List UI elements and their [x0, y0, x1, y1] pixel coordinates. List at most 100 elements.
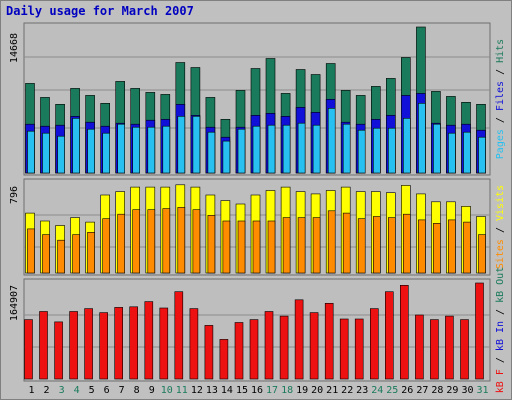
bar-sites	[177, 207, 186, 274]
bar-sites	[433, 223, 441, 274]
legend-visitors: Sites / Visits	[495, 185, 506, 269]
bar-pages	[387, 127, 396, 174]
bar-sites	[72, 234, 80, 274]
bar-pages	[342, 123, 351, 174]
bar-sites	[117, 213, 125, 274]
bar-pages	[433, 123, 441, 174]
day-label: 21	[326, 385, 338, 396]
bar-kb-f	[129, 306, 138, 380]
day-label: 2	[43, 385, 49, 396]
bar-pages	[147, 126, 156, 174]
bar-sites	[207, 215, 216, 274]
legend-entry: kB F	[495, 369, 506, 393]
legend-entry: Pages	[495, 129, 506, 159]
day-label: 19	[296, 385, 308, 396]
bar-kb-f	[99, 312, 108, 380]
bar-kb-f	[234, 322, 244, 380]
bar-sites	[132, 209, 140, 274]
bar-sites	[312, 217, 321, 274]
day-label: 16	[251, 385, 263, 396]
bar-sites	[87, 232, 95, 274]
bar-sites	[297, 217, 306, 274]
day-label: 27	[416, 385, 428, 396]
bar-kb-f	[69, 311, 78, 380]
legend-entry: kB Out	[495, 267, 506, 303]
bar-kb-f	[460, 319, 469, 380]
bar-kb-f	[249, 319, 259, 380]
bar-kb-f	[384, 291, 394, 380]
day-label: 11	[176, 385, 188, 396]
bar-kb-f	[279, 315, 289, 380]
day-label: 24	[371, 385, 383, 396]
y-max-label: 796	[9, 186, 20, 204]
bar-sites	[327, 210, 336, 274]
day-label: 23	[356, 385, 368, 396]
legend-requests: Pages / Files / Hits	[495, 39, 506, 159]
day-label: 10	[161, 385, 173, 396]
bar-pages	[418, 103, 426, 174]
bar-kb-f	[324, 302, 334, 380]
day-label: 5	[89, 385, 95, 396]
bar-pages	[177, 116, 186, 174]
bar-sites	[57, 239, 65, 274]
legend-entry: Sites	[495, 239, 506, 269]
bar-pages	[478, 136, 486, 174]
bar-kb-f	[189, 308, 199, 380]
day-label: 17	[266, 385, 278, 396]
bar-pages	[42, 132, 50, 174]
bar-kb-f	[445, 315, 454, 380]
legend-entry: /	[495, 351, 506, 369]
bar-sites	[162, 208, 171, 274]
bar-pages	[192, 116, 201, 174]
bar-kb-f	[204, 325, 214, 380]
bar-pages	[448, 132, 456, 174]
bar-kb-f	[174, 291, 184, 380]
bar-sites	[357, 218, 366, 274]
bar-sites	[478, 234, 486, 274]
bar-sites	[192, 209, 201, 274]
bar-pages	[312, 124, 321, 174]
bar-pages	[87, 128, 95, 174]
bar-sites	[463, 221, 471, 274]
bar-kb-f	[219, 339, 229, 380]
bar-pages	[327, 108, 336, 174]
bar-kb-f	[430, 319, 439, 380]
bar-kb-f	[84, 308, 93, 380]
bar-kb-f	[369, 308, 379, 380]
bar-pages	[117, 123, 125, 174]
bar-kb-f	[144, 301, 154, 380]
bar-kb-f	[24, 319, 33, 380]
day-label: 29	[446, 385, 458, 396]
bar-sites	[102, 218, 110, 274]
bar-sites	[387, 217, 396, 274]
bar-sites	[402, 213, 411, 274]
day-label: 20	[311, 385, 323, 396]
bar-pages	[162, 125, 171, 174]
bar-sites	[222, 220, 231, 274]
bar-sites	[342, 212, 351, 274]
legend-entry: Hits	[495, 39, 506, 63]
legend-entry: Files	[495, 81, 506, 111]
bar-pages	[222, 140, 231, 174]
bar-pages	[252, 125, 261, 174]
chart-title: Daily usage for March 2007	[6, 4, 194, 18]
bar-kb-f	[309, 312, 319, 380]
day-label: 31	[476, 385, 488, 396]
legend-entry: Visits	[495, 185, 506, 221]
bar-sites	[448, 219, 456, 274]
bar-pages	[267, 124, 276, 174]
bar-kb-f	[415, 314, 424, 380]
day-label: 12	[191, 385, 203, 396]
panel-volume	[23, 278, 491, 382]
panel-visitors	[23, 178, 491, 276]
legend-entry: kB In	[495, 321, 506, 351]
bar-pages	[237, 128, 246, 174]
y-max-label: 164907	[9, 285, 20, 321]
bar-kb-f	[54, 321, 63, 380]
bar-sites	[252, 220, 261, 274]
bar-sites	[267, 220, 276, 274]
day-label: 25	[386, 385, 398, 396]
day-label: 15	[236, 385, 248, 396]
bar-pages	[57, 135, 65, 174]
day-label: 6	[104, 385, 110, 396]
